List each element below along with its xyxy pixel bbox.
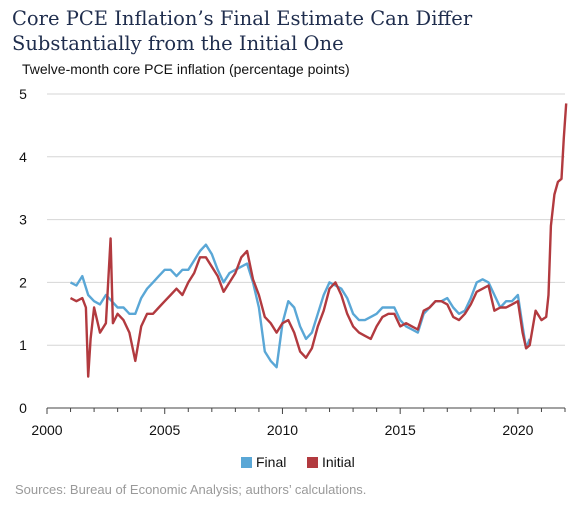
y-tick-label: 5	[19, 86, 27, 102]
series-line-final	[69, 243, 531, 369]
y-tick-label: 2	[19, 274, 27, 290]
y-tick-label: 3	[19, 212, 27, 228]
chart-subtitle: Twelve-month core PCE inflation (percent…	[22, 61, 350, 77]
x-tick-label: 2000	[31, 422, 62, 438]
legend-label-final: Final	[256, 454, 286, 470]
x-tick-label: 2015	[385, 422, 416, 438]
chart-title: Core PCE Inflation’s Final Estimate Can …	[12, 7, 473, 55]
source-note: Sources: Bureau of Economic Analysis; au…	[15, 482, 367, 497]
x-tick-label: 2005	[149, 422, 180, 438]
series-line-initial	[69, 103, 568, 378]
y-tick-label: 4	[19, 149, 27, 165]
y-tick-label: 1	[19, 337, 27, 353]
x-tick-label: 2020	[502, 422, 533, 438]
x-tick-label: 2010	[267, 422, 298, 438]
legend-swatch-final	[241, 457, 252, 468]
legend-swatch-initial	[307, 457, 318, 468]
legend-label-initial: Initial	[322, 454, 355, 470]
y-tick-label: 0	[19, 400, 27, 416]
